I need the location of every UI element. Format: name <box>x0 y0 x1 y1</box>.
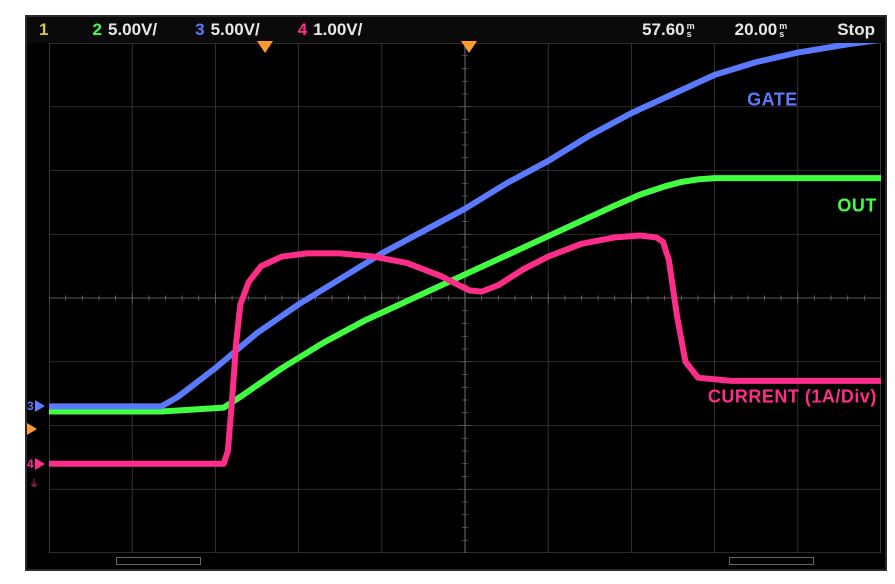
scope-screen: 1 2 5.00V/ 3 5.00V/ 4 1.00V/ 57.60 m s <box>25 15 887 571</box>
ground-icon: ⏚ <box>29 475 39 490</box>
trace-label-layer: GATE OUT CURRENT (1A/Div) <box>49 43 881 553</box>
trigger-marker-top_left <box>257 41 273 53</box>
ground-marker-ch4: 4 <box>27 457 45 471</box>
channel-3-vdiv: 5.00V/ <box>211 20 260 40</box>
oscilloscope-screenshot: 1 2 5.00V/ 3 5.00V/ 4 1.00V/ 57.60 m s <box>0 0 895 584</box>
channel-4-vdiv: 1.00V/ <box>313 20 362 40</box>
trace-label-current: CURRENT (1A/Div) <box>708 386 877 407</box>
channel-3-scale: 3 5.00V/ <box>195 20 260 40</box>
channel-1-scale: 1 <box>39 20 54 40</box>
bottom-segment <box>729 557 814 565</box>
trigger-level-marker <box>27 423 37 435</box>
channel-2-scale: 2 5.00V/ <box>92 20 157 40</box>
channel-1-number: 1 <box>39 20 48 40</box>
bottom-segment <box>116 557 201 565</box>
scope-header: 1 2 5.00V/ 3 5.00V/ 4 1.00V/ 57.60 m s <box>27 17 885 43</box>
channel-2-vdiv: 5.00V/ <box>108 20 157 40</box>
timebase: 20.00 m s <box>735 20 788 40</box>
channel-4-scale: 4 1.00V/ <box>298 20 363 40</box>
ground-markers: 3 4 ⏚ <box>27 43 49 553</box>
trace-label-gate: GATE <box>747 90 798 111</box>
time-offset-unit: m s <box>687 22 695 38</box>
time-offset: 57.60 m s <box>642 20 695 40</box>
run-mode: Stop <box>837 20 875 40</box>
waveform-grid: GATE OUT CURRENT (1A/Div) <box>49 43 881 553</box>
timebase-unit: m s <box>779 22 787 38</box>
trigger-marker-top_center <box>461 41 477 53</box>
scope-bottom-bar <box>49 553 881 569</box>
channel-3-number: 3 <box>195 20 204 40</box>
channel-2-number: 2 <box>92 20 101 40</box>
channel-4-number: 4 <box>298 20 307 40</box>
trigger-time-markers <box>49 41 881 53</box>
trace-label-out: OUT <box>837 195 877 216</box>
ground-marker-ch3: 3 <box>27 399 45 413</box>
